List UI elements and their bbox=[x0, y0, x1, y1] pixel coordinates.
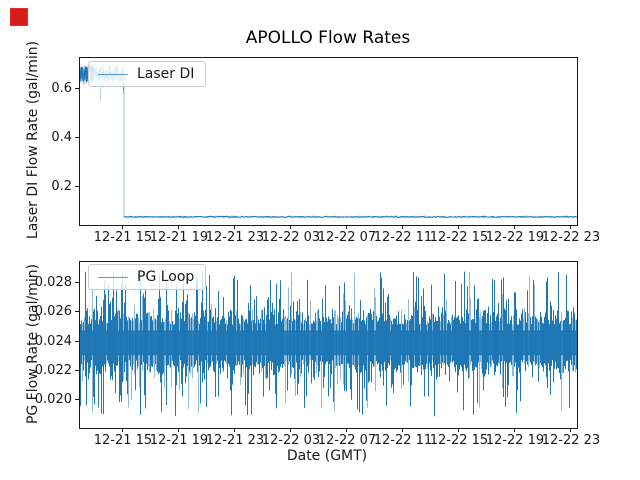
legend-laser-di: Laser DI bbox=[88, 61, 207, 87]
x-tick-mark bbox=[514, 428, 516, 432]
laser-di-plot-area: Laser DI bbox=[79, 57, 578, 226]
y-tick-label: 0.6 bbox=[51, 80, 72, 96]
y-tick-label: 0.2 bbox=[51, 179, 72, 195]
x-tick-mark bbox=[402, 428, 404, 432]
y-tick-label: 0.024 bbox=[34, 333, 72, 349]
pg-loop-line-series bbox=[80, 271, 577, 417]
x-tick-label: 12-21 23 bbox=[205, 433, 265, 448]
x-tick-mark bbox=[234, 225, 236, 229]
legend-line-swatch bbox=[98, 73, 128, 75]
series-path bbox=[123, 66, 577, 219]
y-tick-mark bbox=[75, 369, 79, 371]
x-tick-mark bbox=[570, 428, 572, 432]
x-tick-mark bbox=[234, 428, 236, 432]
y-tick-mark bbox=[75, 282, 79, 284]
legend-pg-loop: PG Loop bbox=[88, 264, 207, 290]
x-tick-label: 12-22 07 bbox=[317, 230, 377, 245]
red-square-marker bbox=[10, 8, 28, 26]
x-tick-mark bbox=[458, 428, 460, 432]
x-tick-label: 12-21 19 bbox=[149, 230, 209, 245]
y-tick-mark bbox=[75, 340, 79, 342]
x-tick-mark bbox=[570, 225, 572, 229]
series-path bbox=[123, 215, 577, 218]
x-tick-label: 12-22 11 bbox=[373, 230, 433, 245]
x-tick-label: 12-22 11 bbox=[373, 433, 433, 448]
x-tick-label: 12-22 03 bbox=[261, 230, 321, 245]
x-tick-mark bbox=[122, 428, 124, 432]
legend-label: Laser DI bbox=[137, 66, 195, 82]
y-tick-mark bbox=[75, 311, 79, 313]
chart-title: APOLLO Flow Rates bbox=[245, 28, 411, 48]
x-tick-label: 12-22 19 bbox=[485, 230, 545, 245]
x-tick-mark bbox=[178, 225, 180, 229]
x-tick-label: 12-22 19 bbox=[485, 433, 545, 448]
pg-loop-plot-area: PG Loop bbox=[79, 261, 578, 429]
x-tick-label: 12-21 23 bbox=[205, 230, 265, 245]
y-tick-label: 0.4 bbox=[51, 130, 72, 146]
x-tick-label: 12-21 19 bbox=[149, 433, 209, 448]
x-tick-mark bbox=[514, 225, 516, 229]
x-tick-mark bbox=[290, 225, 292, 229]
x-tick-mark bbox=[458, 225, 460, 229]
x-tick-mark bbox=[122, 225, 124, 229]
y-tick-label: 0.028 bbox=[34, 275, 72, 291]
y-tick-mark bbox=[75, 87, 79, 89]
x-tick-mark bbox=[402, 225, 404, 229]
x-tick-label: 12-22 23 bbox=[541, 433, 601, 448]
y-tick-label: 0.026 bbox=[34, 304, 72, 320]
x-tick-mark bbox=[346, 428, 348, 432]
y-tick-mark bbox=[75, 137, 79, 139]
x-tick-label: 12-21 15 bbox=[93, 230, 153, 245]
x-tick-label: 12-22 07 bbox=[317, 433, 377, 448]
y-tick-mark bbox=[75, 398, 79, 400]
x-tick-label: 12-22 15 bbox=[429, 230, 489, 245]
legend-label: PG Loop bbox=[137, 269, 195, 285]
x-tick-label: 12-22 23 bbox=[541, 230, 601, 245]
y-tick-label: 0.022 bbox=[34, 362, 72, 378]
x-tick-label: 12-22 03 bbox=[261, 433, 321, 448]
x-tick-mark bbox=[290, 428, 292, 432]
x-tick-label: 12-21 15 bbox=[93, 433, 153, 448]
series-core-band bbox=[80, 330, 577, 356]
x-tick-mark bbox=[346, 225, 348, 229]
y-tick-mark bbox=[75, 186, 79, 188]
x-tick-mark bbox=[178, 428, 180, 432]
x-tick-label: 12-22 15 bbox=[429, 433, 489, 448]
y-tick-label: 0.020 bbox=[34, 391, 72, 407]
x-axis-label-date: Date (GMT) bbox=[286, 448, 368, 464]
legend-line-swatch bbox=[98, 276, 128, 278]
